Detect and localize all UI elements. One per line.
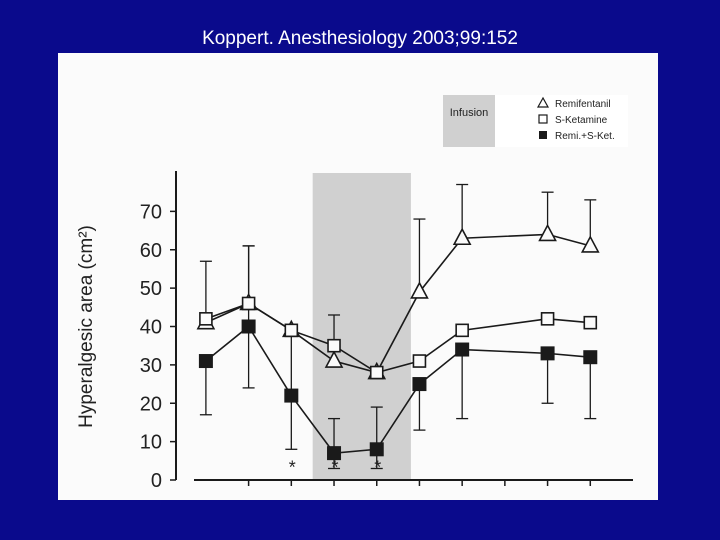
data-point-triangle (324, 350, 344, 368)
data-point-open-square (199, 312, 213, 326)
y-tick-label: 0 (151, 470, 162, 492)
line-chart: 0 10 20 30 40 50 60 70 Hyperalgesic area (cm²) * *… (76, 95, 633, 492)
data-point-filled-square (412, 377, 427, 392)
significance-asterisk: * (374, 458, 381, 478)
data-point-filled-square (540, 346, 555, 361)
data-point-triangle (580, 235, 600, 253)
data-point-filled-square (583, 350, 598, 365)
legend-triangle-icon (536, 96, 550, 108)
data-point-open-square (540, 312, 555, 326)
data-point-open-square (412, 354, 427, 368)
data-point-triangle (538, 223, 557, 242)
data-point-triangle (452, 227, 472, 246)
data-point-open-square (284, 323, 299, 338)
legend-entry-label: Remi.+S-Ket. (555, 131, 615, 142)
data-point-triangle (410, 281, 429, 299)
data-point-filled-square (327, 446, 342, 461)
data-point-filled-square (241, 319, 256, 334)
data-point-filled-square (455, 342, 470, 357)
legend-infusion-label: Infusion (450, 107, 489, 119)
y-axis-label: Hyperalgesic area (cm²) (76, 225, 97, 428)
infusion-band (312, 173, 411, 480)
chart-figure: 0 10 20 30 40 50 60 70 Hyperalgesic area (cm²) * *… (58, 53, 658, 500)
legend-entry-label: S-Ketamine (555, 115, 608, 126)
y-tick-label: 30 (140, 355, 162, 377)
legend-open-square-icon (538, 114, 548, 124)
y-tick-label: 50 (140, 278, 162, 300)
significance-asterisk: * (332, 458, 339, 478)
legend-infusion-swatch (443, 95, 495, 147)
y-tick-label: 40 (140, 317, 162, 339)
data-point-filled-square (198, 354, 213, 369)
significance-asterisk: * (289, 458, 296, 478)
data-point-open-square (455, 323, 469, 338)
data-point-open-square (583, 315, 598, 330)
data-point-filled-square (284, 388, 299, 403)
y-tick-label: 10 (140, 432, 162, 454)
y-tick-label: 60 (140, 240, 162, 262)
y-tick-label: 20 (140, 393, 162, 415)
y-tick-label: 70 (140, 201, 162, 223)
data-point-open-square (327, 338, 341, 353)
data-point-open-square (241, 296, 256, 311)
legend-entry-label: Remifentanil (555, 99, 611, 110)
data-point-filled-square (369, 442, 384, 457)
slide-title: Koppert. Anesthesiology 2003;99:152 (202, 28, 518, 49)
legend-filled-square-icon (539, 131, 547, 139)
data-point-open-square (369, 365, 384, 380)
